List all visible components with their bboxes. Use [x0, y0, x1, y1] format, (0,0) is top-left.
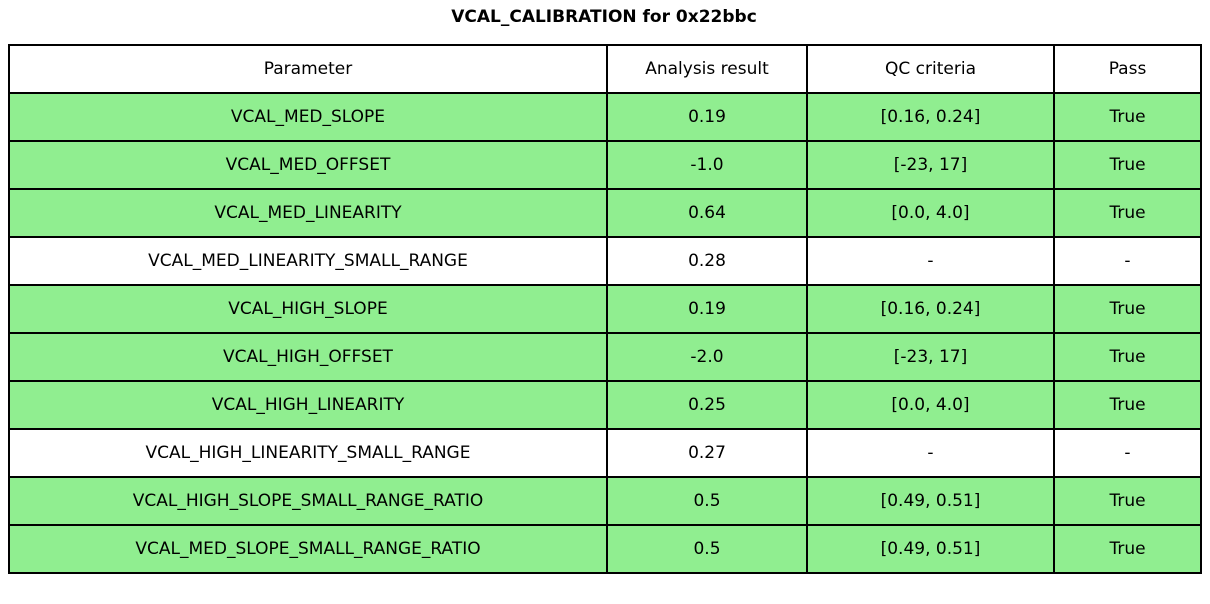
- table-row: VCAL_MED_SLOPE_SMALL_RANGE_RATIO 0.5 [0.49…: [8, 524, 1202, 574]
- analysis-result-cell: -2.0: [606, 332, 808, 382]
- parameter-cell: VCAL_HIGH_SLOPE_SMALL_RANGE_RATIO: [8, 476, 608, 526]
- table-row: VCAL_MED_OFFSET -1.0 [-23, 17] True: [8, 140, 1202, 190]
- qc-criteria-cell: [0.0, 4.0]: [806, 188, 1055, 238]
- table-row: VCAL_HIGH_SLOPE 0.19 [0.16, 0.24] True: [8, 284, 1202, 334]
- header-row: Parameter Analysis result QC criteria Pa…: [8, 44, 1202, 94]
- parameter-cell: VCAL_HIGH_LINEARITY_SMALL_RANGE: [8, 428, 608, 478]
- pass-cell: True: [1053, 332, 1202, 382]
- parameter-cell: VCAL_HIGH_LINEARITY: [8, 380, 608, 430]
- analysis-result-cell: 0.5: [606, 476, 808, 526]
- parameter-cell: VCAL_MED_SLOPE_SMALL_RANGE_RATIO: [8, 524, 608, 574]
- analysis-result-cell: 0.19: [606, 284, 808, 334]
- header-analysis-result: Analysis result: [606, 44, 808, 94]
- qc-criteria-cell: [0.49, 0.51]: [806, 476, 1055, 526]
- header-qc-criteria: QC criteria: [806, 44, 1055, 94]
- analysis-result-cell: 0.25: [606, 380, 808, 430]
- qc-criteria-cell: [0.0, 4.0]: [806, 380, 1055, 430]
- table-row: VCAL_HIGH_LINEARITY 0.25 [0.0, 4.0] True: [8, 380, 1202, 430]
- qc-criteria-cell: [0.16, 0.24]: [806, 284, 1055, 334]
- qc-criteria-cell: [-23, 17]: [806, 332, 1055, 382]
- parameter-cell: VCAL_HIGH_OFFSET: [8, 332, 608, 382]
- qc-criteria-cell: [0.49, 0.51]: [806, 524, 1055, 574]
- page-title: VCAL_CALIBRATION for 0x22bbc: [451, 7, 757, 27]
- analysis-result-cell: 0.5: [606, 524, 808, 574]
- analysis-result-cell: 0.19: [606, 92, 808, 142]
- header-pass: Pass: [1053, 44, 1202, 94]
- parameter-cell: VCAL_MED_OFFSET: [8, 140, 608, 190]
- table-row: VCAL_MED_SLOPE 0.19 [0.16, 0.24] True: [8, 92, 1202, 142]
- header-parameter: Parameter: [8, 44, 608, 94]
- qc-results-table: Parameter Analysis result QC criteria Pa…: [8, 44, 1202, 574]
- table-row: VCAL_HIGH_OFFSET -2.0 [-23, 17] True: [8, 332, 1202, 382]
- parameter-cell: VCAL_MED_SLOPE: [8, 92, 608, 142]
- parameter-cell: VCAL_MED_LINEARITY: [8, 188, 608, 238]
- pass-cell: -: [1053, 236, 1202, 286]
- table-body: VCAL_MED_SLOPE 0.19 [0.16, 0.24] True VCAL_M…: [8, 92, 1202, 574]
- qc-criteria-cell: [-23, 17]: [806, 140, 1055, 190]
- analysis-result-cell: 0.28: [606, 236, 808, 286]
- pass-cell: True: [1053, 380, 1202, 430]
- pass-cell: -: [1053, 428, 1202, 478]
- table-header: Parameter Analysis result QC criteria Pa…: [8, 44, 1202, 94]
- qc-criteria-cell: [0.16, 0.24]: [806, 92, 1055, 142]
- pass-cell: True: [1053, 476, 1202, 526]
- qc-criteria-cell: -: [806, 428, 1055, 478]
- parameter-cell: VCAL_HIGH_SLOPE: [8, 284, 608, 334]
- table-row: VCAL_HIGH_LINEARITY_SMALL_RANGE 0.27- -: [8, 428, 1202, 478]
- pass-cell: True: [1053, 140, 1202, 190]
- pass-cell: True: [1053, 188, 1202, 238]
- pass-cell: True: [1053, 524, 1202, 574]
- pass-cell: True: [1053, 284, 1202, 334]
- parameter-cell: VCAL_MED_LINEARITY_SMALL_RANGE: [8, 236, 608, 286]
- qc-criteria-cell: -: [806, 236, 1055, 286]
- analysis-result-cell: 0.64: [606, 188, 808, 238]
- analysis-result-cell: 0.27: [606, 428, 808, 478]
- table-row: VCAL_MED_LINEARITY 0.64 [0.0, 4.0] True: [8, 188, 1202, 238]
- table-row: VCAL_MED_LINEARITY_SMALL_RANGE 0.28- -: [8, 236, 1202, 286]
- table-row: VCAL_HIGH_SLOPE_SMALL_RANGE_RATIO 0.5 [0.4…: [8, 476, 1202, 526]
- analysis-result-cell: -1.0: [606, 140, 808, 190]
- pass-cell: True: [1053, 92, 1202, 142]
